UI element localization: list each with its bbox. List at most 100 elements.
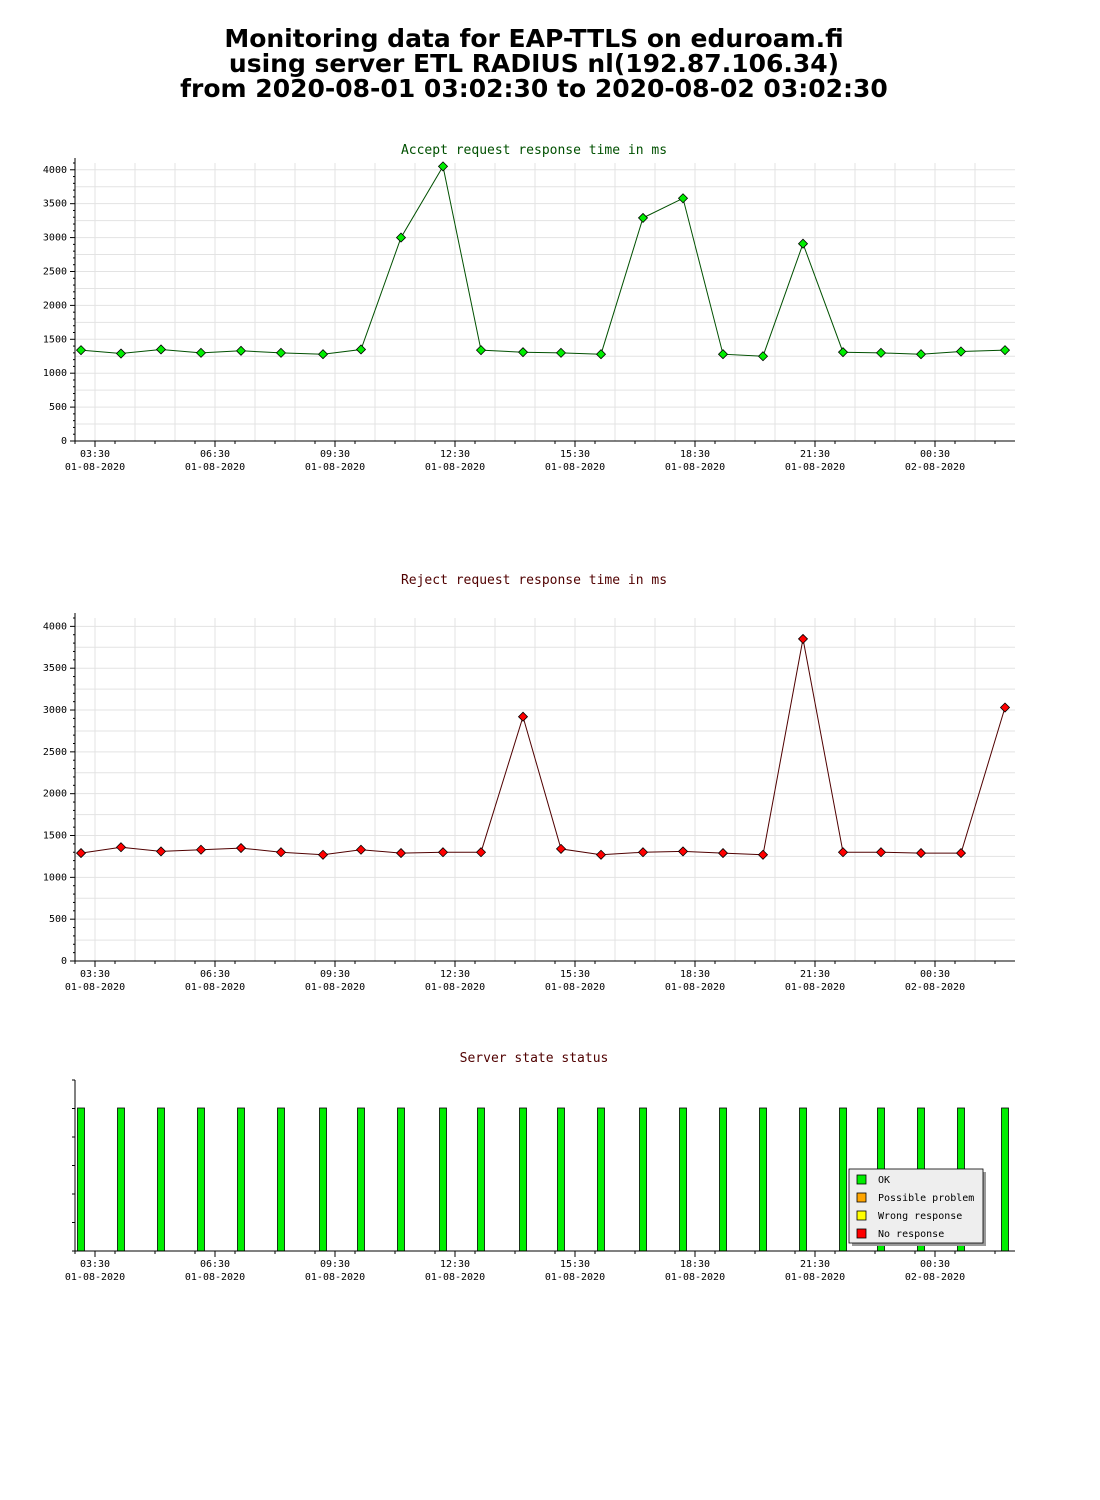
data-point	[875, 347, 887, 358]
data-point	[355, 344, 367, 355]
x-tick-label-date: 01-08-2020	[305, 462, 365, 473]
x-tick-label-time: 09:30	[320, 1259, 350, 1270]
status-bar	[839, 1107, 847, 1252]
x-tick-label-date: 01-08-2020	[185, 1272, 245, 1283]
status-bar	[759, 1107, 767, 1252]
x-tick-label-date: 02-08-2020	[905, 982, 965, 993]
data-point	[555, 347, 567, 358]
x-tick-label-date: 01-08-2020	[305, 982, 365, 993]
data-point	[757, 849, 769, 860]
x-tick-label-date: 01-08-2020	[305, 1272, 365, 1283]
data-point	[915, 349, 927, 360]
data-point	[677, 846, 689, 857]
series-line	[80, 165, 1006, 357]
x-tick-label-date: 01-08-2020	[785, 982, 845, 993]
status-bar	[319, 1107, 327, 1252]
data-point	[875, 847, 887, 858]
chart-title: Server state status	[460, 1051, 609, 1066]
data-point	[437, 161, 449, 172]
legend-swatch	[856, 1192, 867, 1203]
legend-label: Possible problem	[878, 1193, 974, 1204]
data-point	[517, 711, 529, 722]
y-tick-label: 500	[49, 402, 67, 413]
data-point	[757, 351, 769, 362]
x-tick-label-date: 01-08-2020	[785, 1272, 845, 1283]
chart-title: Reject request response time in ms	[401, 573, 667, 588]
x-tick-label-time: 12:30	[440, 449, 470, 460]
x-tick-label-time: 03:30	[80, 969, 110, 980]
status-bar	[639, 1107, 647, 1252]
data-point	[75, 848, 87, 859]
x-tick-label-date: 01-08-2020	[665, 982, 725, 993]
data-point	[955, 346, 967, 357]
x-tick-label-date: 01-08-2020	[545, 462, 605, 473]
legend-swatch	[856, 1210, 867, 1221]
page-title-line-3: from 2020-08-01 03:02:30 to 2020-08-02 0…	[180, 74, 888, 103]
x-tick-label-time: 18:30	[680, 1259, 710, 1270]
x-tick-label-date: 01-08-2020	[185, 462, 245, 473]
status-bar	[237, 1107, 245, 1252]
data-point	[595, 849, 607, 860]
data-point	[115, 842, 127, 853]
status-bar	[117, 1107, 125, 1252]
legend-label: Wrong response	[878, 1211, 962, 1222]
legend-label: OK	[878, 1175, 890, 1186]
data-point	[677, 193, 689, 204]
status-bar	[1001, 1107, 1009, 1252]
data-point	[395, 848, 407, 859]
data-point	[555, 843, 567, 854]
x-tick-label-time: 21:30	[800, 1259, 830, 1270]
y-tick-label: 500	[49, 914, 67, 925]
data-point	[717, 848, 729, 859]
y-tick-label: 1000	[43, 368, 67, 379]
data-point	[155, 846, 167, 857]
status-bar	[439, 1107, 447, 1252]
status-bar	[397, 1107, 405, 1252]
legend-label: No response	[878, 1229, 944, 1240]
status-bar	[357, 1107, 365, 1252]
x-tick-label-time: 12:30	[440, 1259, 470, 1270]
x-tick-label-time: 06:30	[200, 969, 230, 980]
data-point	[235, 842, 247, 854]
status-bar	[597, 1107, 605, 1252]
status-bar	[679, 1107, 687, 1252]
x-tick-label-date: 01-08-2020	[185, 982, 245, 993]
x-tick-label-date: 01-08-2020	[425, 462, 485, 473]
y-tick-label: 2000	[43, 789, 67, 800]
y-tick-label: 0	[61, 956, 67, 967]
data-point	[517, 347, 529, 358]
data-point	[317, 849, 329, 860]
x-tick-label-date: 01-08-2020	[65, 462, 125, 473]
x-tick-label-time: 06:30	[200, 449, 230, 460]
data-point	[275, 347, 287, 358]
x-tick-label-time: 21:30	[800, 969, 830, 980]
status-bar	[277, 1107, 285, 1252]
data-point	[837, 347, 849, 358]
data-point	[999, 702, 1011, 713]
data-point	[317, 349, 329, 360]
x-tick-label-date: 01-08-2020	[545, 982, 605, 993]
x-tick-label-time: 15:30	[560, 449, 590, 460]
y-tick-label: 2500	[43, 747, 67, 758]
y-tick-label: 2000	[43, 300, 67, 311]
y-tick-label: 0	[61, 436, 67, 447]
legend-swatch	[856, 1228, 867, 1239]
series-line	[80, 638, 1006, 856]
data-point	[637, 847, 649, 858]
status-bar	[157, 1107, 165, 1252]
legend-swatch	[856, 1174, 867, 1185]
x-tick-label-time: 09:30	[320, 969, 350, 980]
x-tick-label-time: 21:30	[800, 449, 830, 460]
x-tick-label-time: 18:30	[680, 449, 710, 460]
data-point	[195, 347, 207, 358]
accept-response-chart: Accept request response time in ms 0 500 10…	[43, 143, 1015, 473]
y-tick-label: 1000	[43, 872, 67, 883]
x-tick-label-time: 15:30	[560, 969, 590, 980]
data-point	[75, 345, 87, 356]
data-point	[915, 848, 927, 859]
page-title: Monitoring data for EAP-TTLS on eduroam.…	[0, 26, 1068, 101]
data-point	[999, 345, 1011, 356]
data-point	[275, 847, 287, 858]
reject-response-chart: Reject request response time in ms 0 500 10…	[43, 573, 1015, 993]
x-tick-label-date: 01-08-2020	[425, 1272, 485, 1283]
